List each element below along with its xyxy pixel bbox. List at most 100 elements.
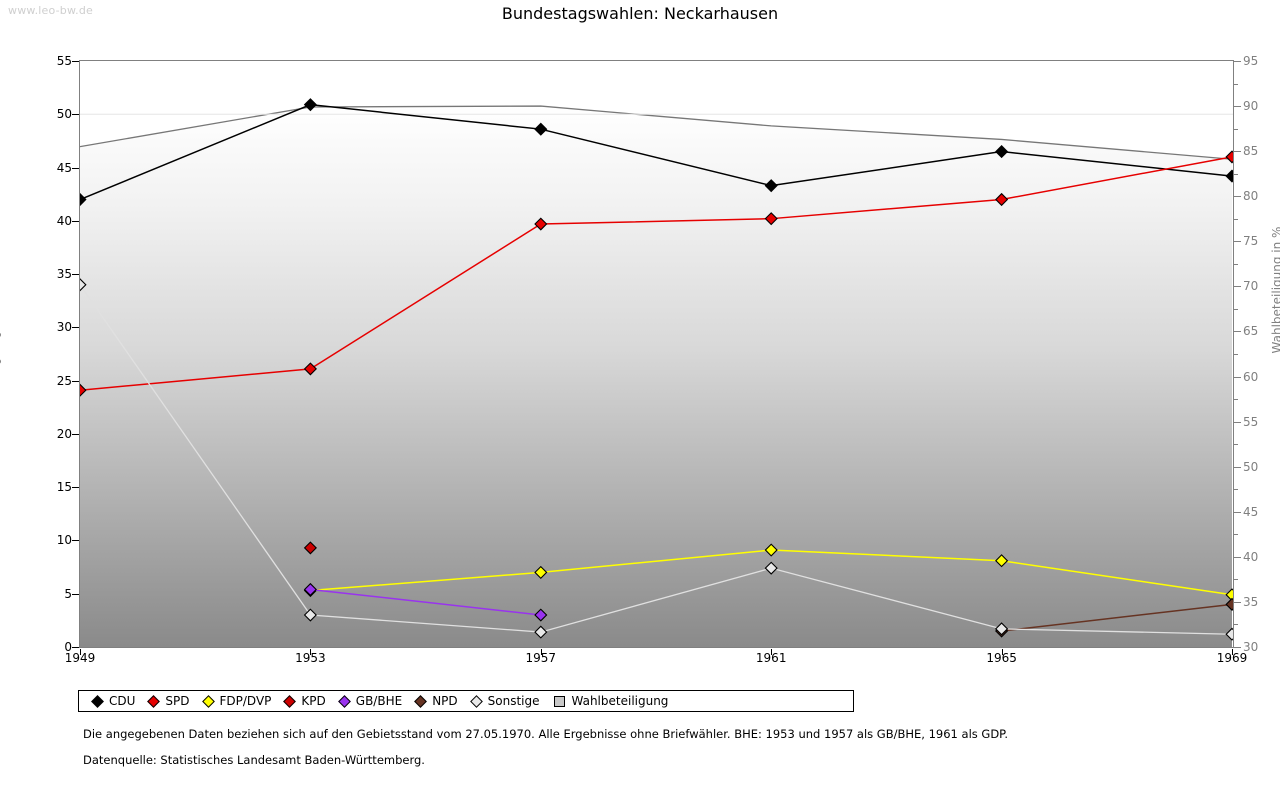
right-minor-tick [1234, 534, 1238, 536]
marker[interactable] [80, 192, 87, 207]
legend-label: CDU [109, 694, 136, 708]
data-point-cdu[interactable] [1225, 169, 1233, 183]
data-point-sonstige[interactable] [303, 608, 317, 622]
marker[interactable] [80, 383, 87, 397]
data-point-kpd[interactable] [303, 541, 317, 555]
legend-diamond-icon [469, 694, 483, 708]
marker[interactable] [303, 608, 317, 622]
data-point-sonstige[interactable] [80, 278, 87, 292]
data-point-fdp-dvp[interactable] [995, 554, 1009, 568]
marker[interactable] [534, 122, 548, 136]
data-point-cdu[interactable] [534, 122, 548, 136]
marker[interactable] [1225, 588, 1233, 602]
left-tick-mark [72, 327, 79, 329]
data-point-fdp-dvp[interactable] [534, 565, 548, 579]
legend-label: FDP/DVP [219, 694, 272, 708]
left-axis-title: gültige Stimmen in % [0, 235, 1, 364]
right-tick-label: 80 [1243, 189, 1259, 204]
legend-item-fdp-dvp[interactable]: FDP/DVP [201, 694, 272, 708]
left-tick-mark [72, 114, 79, 116]
marker[interactable] [995, 554, 1009, 568]
left-tick-label: 25 [56, 373, 72, 388]
x-tick-label: 1949 [64, 651, 96, 665]
right-minor-tick [1234, 399, 1238, 401]
data-point-fdp-dvp[interactable] [764, 543, 778, 557]
data-point-cdu[interactable] [995, 144, 1009, 159]
watermark: www.leo-bw.de [8, 4, 94, 17]
right-minor-tick [1234, 489, 1238, 491]
left-tick-label: 45 [56, 160, 72, 175]
marker[interactable] [764, 561, 778, 575]
data-point-gb-bhe[interactable] [534, 608, 548, 622]
left-tick-mark [72, 540, 79, 542]
data-point-fdp-dvp[interactable] [1225, 588, 1233, 602]
left-tick-label: 20 [56, 426, 72, 441]
right-minor-tick [1234, 83, 1238, 85]
legend-item-cdu[interactable]: CDU [91, 694, 136, 708]
data-point-sonstige[interactable] [764, 561, 778, 575]
legend-item-spd[interactable]: SPD [147, 694, 190, 708]
marker[interactable] [303, 98, 317, 112]
left-tick-label: 15 [56, 480, 72, 495]
turnout-line [80, 105, 1233, 160]
right-tick-label: 85 [1243, 144, 1259, 159]
data-point-sonstige[interactable] [995, 622, 1009, 636]
data-point-spd[interactable] [764, 212, 778, 226]
legend-item-gb-bhe[interactable]: GB/BHE [337, 694, 402, 708]
data-point-cdu[interactable] [764, 179, 778, 193]
left-tick-mark [72, 647, 79, 648]
legend-item-npd[interactable]: NPD [414, 694, 458, 708]
right-tick-mark [1234, 647, 1241, 648]
left-tick-label: 50 [56, 107, 72, 122]
data-point-spd[interactable] [303, 362, 317, 376]
legend-label: Sonstige [487, 694, 540, 708]
data-point-spd[interactable] [534, 217, 548, 231]
right-tick-mark [1234, 421, 1241, 423]
data-point-sonstige[interactable] [534, 625, 548, 639]
right-tick-label: 30 [1243, 640, 1259, 654]
data-point-cdu[interactable] [80, 192, 87, 207]
left-tick-label: 55 [56, 54, 72, 68]
data-point-gb-bhe[interactable] [303, 582, 317, 597]
left-tick-label: 0 [64, 640, 72, 654]
marker[interactable] [995, 192, 1009, 207]
data-point-spd[interactable] [1225, 150, 1233, 164]
chart-legend: CDU SPD FDP/DVP KPD GB/BHE NPD Sonstige Wahlbet… [78, 690, 854, 712]
marker[interactable] [534, 565, 548, 579]
legend-diamond-icon [337, 694, 351, 708]
right-axis-title: Wahlbeteiligung in % [1270, 227, 1280, 354]
left-tick-mark [72, 593, 79, 595]
marker[interactable] [534, 608, 548, 622]
data-point-npd[interactable] [1225, 597, 1233, 611]
right-tick-mark [1234, 196, 1241, 198]
right-tick-label: 40 [1243, 549, 1259, 564]
marker[interactable] [764, 179, 778, 193]
x-tick-mark [540, 649, 542, 655]
marker[interactable] [80, 278, 87, 292]
marker[interactable] [303, 541, 317, 555]
marker[interactable] [764, 543, 778, 557]
legend-item-kpd[interactable]: KPD [283, 694, 326, 708]
marker[interactable] [995, 144, 1009, 159]
series-line-cdu [80, 103, 1233, 201]
marker[interactable] [534, 625, 548, 639]
data-point-cdu[interactable] [303, 98, 317, 112]
footnote-gebietsstand: Die angegebenen Daten beziehen sich auf … [83, 727, 1008, 741]
legend-square-icon [553, 695, 565, 707]
marker[interactable] [303, 582, 317, 597]
marker[interactable] [764, 212, 778, 226]
marker[interactable] [995, 622, 1009, 636]
marker[interactable] [1225, 597, 1233, 611]
data-point-spd[interactable] [995, 192, 1009, 207]
data-point-sonstige[interactable] [1225, 627, 1233, 641]
right-tick-label: 55 [1243, 414, 1259, 429]
marker[interactable] [1225, 150, 1233, 164]
marker[interactable] [1225, 627, 1233, 641]
marker[interactable] [303, 362, 317, 376]
legend-item-sonstige[interactable]: Sonstige [469, 694, 540, 708]
legend-item-wahlbeteiligung[interactable]: Wahlbeteiligung [553, 694, 668, 708]
footnote-datenquelle: Datenquelle: Statistisches Landesamt Bad… [83, 753, 425, 767]
data-point-spd[interactable] [80, 383, 87, 397]
marker[interactable] [1225, 169, 1233, 183]
marker[interactable] [534, 217, 548, 231]
